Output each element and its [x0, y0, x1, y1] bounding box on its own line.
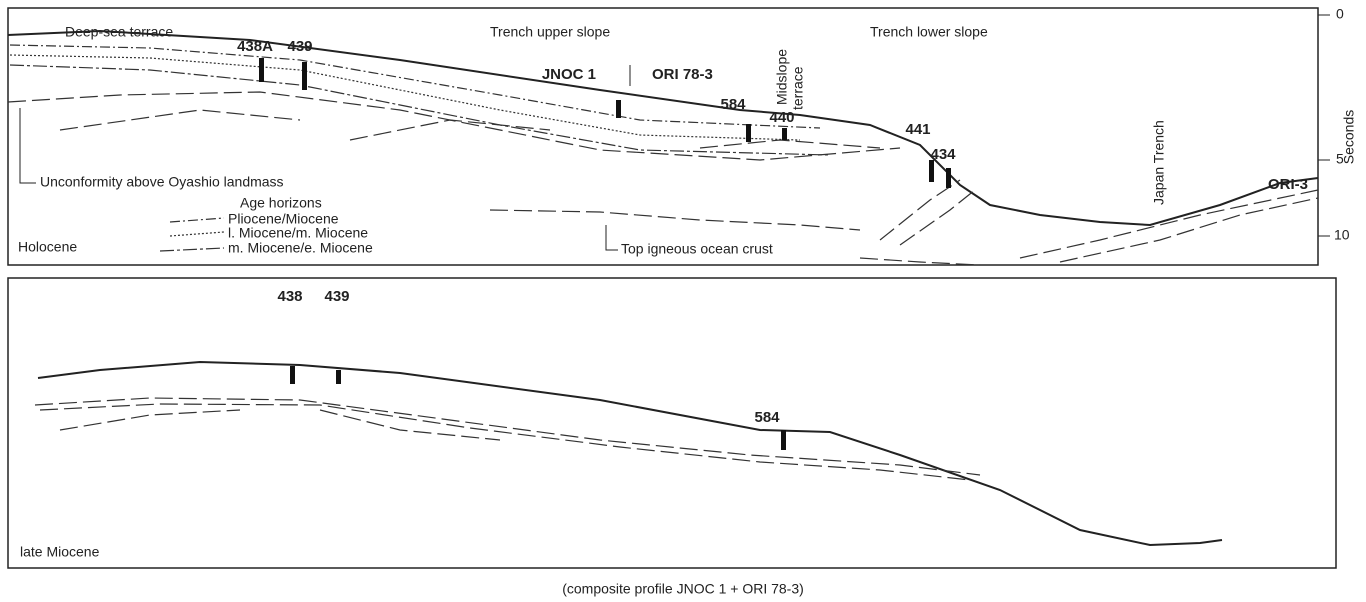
seafloor: [38, 362, 1222, 545]
legend-swatch: [160, 248, 224, 251]
site-label: 441: [905, 121, 930, 138]
boreholes: [290, 366, 786, 450]
site-label: 438: [277, 288, 302, 305]
bottom-frame: [8, 278, 1336, 568]
epoch-label: Holocene: [18, 239, 77, 255]
seafloor: [8, 31, 1318, 225]
trench-label: Japan Trench: [1151, 120, 1167, 205]
site-label: 438A: [237, 38, 273, 55]
zone-label: Trench lower slope: [870, 24, 988, 40]
legend-title: Age horizons: [240, 195, 322, 211]
diagram: Deep-sea terrace Trench upper slope Tren…: [0, 0, 1366, 602]
axis-label: Seconds: [1341, 110, 1357, 164]
horizons: [35, 398, 980, 480]
midslope-label: Midslope: [774, 49, 790, 105]
caption: (composite profile JNOC 1 + ORI 78-3): [562, 581, 804, 597]
arrow: [606, 225, 618, 250]
site-label: 584: [720, 96, 746, 113]
zone-label: Trench upper slope: [490, 24, 610, 40]
legend-swatch: [170, 232, 224, 236]
site-label: 440: [769, 109, 794, 126]
boreholes: [259, 58, 951, 188]
site-label: 434: [930, 146, 956, 163]
arrow: [20, 108, 36, 183]
legend-swatch: [170, 218, 224, 222]
legend-item: l. Miocene/m. Miocene: [228, 225, 368, 241]
annotation: Top igneous ocean crust: [621, 241, 773, 257]
profile-label: JNOC 1: [542, 66, 596, 83]
axis-ticks: [1318, 15, 1330, 236]
site-label: 439: [287, 38, 312, 55]
legend-item: m. Miocene/e. Miocene: [228, 240, 373, 256]
midslope-label: terrace: [790, 66, 806, 110]
site-label: 439: [324, 288, 349, 305]
axis-tick-label: 10: [1334, 227, 1350, 243]
axis-tick-label: 0: [1336, 6, 1344, 22]
top-frame: [8, 8, 1318, 265]
profile-label: ORI-3: [1268, 176, 1308, 193]
annotation: Unconformity above Oyashio landmass: [40, 174, 284, 190]
profile-label: ORI 78-3: [652, 66, 713, 83]
zone-label: Deep-sea terrace: [65, 24, 173, 40]
epoch-label: late Miocene: [20, 544, 100, 560]
site-label: 584: [754, 409, 780, 426]
